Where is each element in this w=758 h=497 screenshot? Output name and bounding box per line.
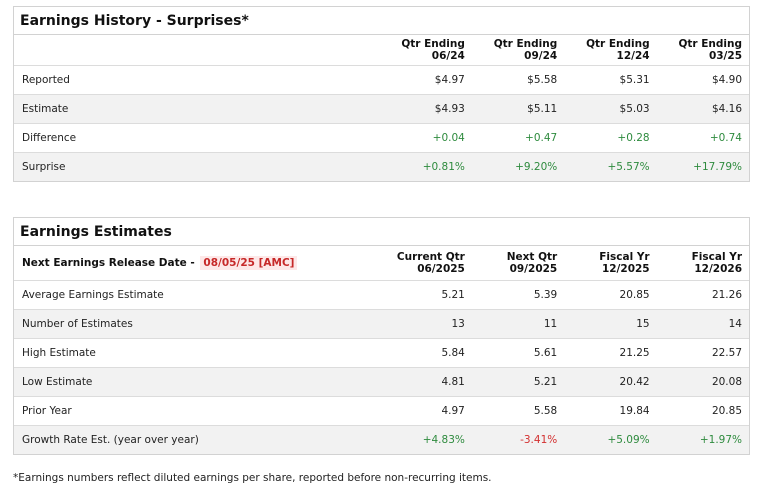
table-cell: 22.57 (656, 337, 749, 367)
column-header: Current Qtr 06/2025 (396, 250, 465, 275)
table-cell: +0.28 (564, 122, 657, 152)
table-row-estimate: Estimate $4.93 $5.11 $5.03 $4.16 (14, 93, 749, 123)
earnings-history-title: Earnings History - Surprises* (14, 7, 749, 35)
row-label: Difference (14, 122, 380, 152)
table-cell: $4.97 (379, 64, 472, 94)
table-cell: 5.84 (379, 337, 472, 367)
row-label: Estimate (14, 93, 380, 123)
column-header: Qtr Ending 09/24 (493, 37, 558, 62)
header-spacer (14, 35, 379, 65)
table-cell: 19.84 (564, 395, 657, 425)
release-date-badge: 08/05/25 [AMC] (200, 255, 298, 270)
table-row-high-estimate: High Estimate 5.84 5.61 21.25 22.57 (14, 337, 749, 367)
table-cell: +0.04 (379, 122, 472, 152)
table-cell: $5.58 (471, 64, 565, 94)
table-cell: +9.20% (471, 151, 565, 181)
column-header: Fiscal Yr 12/2025 (599, 250, 650, 275)
table-cell: 20.85 (564, 279, 657, 309)
table-row-reported: Reported $4.97 $5.58 $5.31 $4.90 (14, 64, 749, 94)
table-row-low-estimate: Low Estimate 4.81 5.21 20.42 20.08 (14, 366, 749, 396)
row-label: Reported (14, 64, 380, 94)
table-cell: 11 (471, 308, 565, 338)
row-label: Surprise (14, 151, 380, 181)
row-label: Growth Rate Est. (year over year) (14, 424, 380, 454)
table-cell: 5.58 (471, 395, 565, 425)
table-cell: $5.03 (564, 93, 657, 123)
table-cell: $4.16 (656, 93, 749, 123)
earnings-estimates-title: Earnings Estimates (14, 218, 749, 246)
table-cell: 20.08 (656, 366, 749, 396)
column-header: Next Qtr 09/2025 (506, 250, 558, 275)
table-row-average-estimate: Average Earnings Estimate 5.21 5.39 20.8… (14, 279, 749, 309)
table-row-surprise: Surprise +0.81% +9.20% +5.57% +17.79% (14, 151, 749, 181)
column-header: Fiscal Yr 12/2026 (691, 250, 742, 275)
table-cell: +5.57% (564, 151, 657, 181)
column-header: Qtr Ending 03/25 (678, 37, 742, 62)
earnings-history-panel: Earnings History - Surprises* Qtr Ending… (13, 6, 750, 182)
table-cell: 4.97 (379, 395, 472, 425)
table-cell: 4.81 (379, 366, 472, 396)
table-cell: +0.74 (656, 122, 749, 152)
row-label: Low Estimate (14, 366, 380, 396)
next-release-label: Next Earnings Release Date - (22, 256, 195, 269)
table-cell: 20.42 (564, 366, 657, 396)
table-cell: 15 (564, 308, 657, 338)
earnings-estimates-header-row: Next Earnings Release Date - 08/05/25 [A… (14, 246, 749, 280)
row-label: High Estimate (14, 337, 380, 367)
table-cell: $5.31 (564, 64, 657, 94)
next-release-date: Next Earnings Release Date - 08/05/25 [A… (14, 246, 379, 280)
table-row-growth-rate: Growth Rate Est. (year over year) +4.83%… (14, 424, 749, 454)
table-cell: +5.09% (564, 424, 657, 454)
row-label: Number of Estimates (14, 308, 380, 338)
earnings-estimates-table: Next Earnings Release Date - 08/05/25 [A… (14, 246, 749, 454)
column-header: Qtr Ending 06/24 (401, 37, 465, 62)
earnings-history-header-row: Qtr Ending 06/24 Qtr Ending 09/24 Qtr Endi… (14, 35, 749, 65)
table-row-difference: Difference +0.04 +0.47 +0.28 +0.74 (14, 122, 749, 152)
table-cell: +0.47 (471, 122, 565, 152)
table-cell: 13 (379, 308, 472, 338)
earnings-estimates-panel: Earnings Estimates Next Earnings Release… (13, 217, 750, 455)
footnote: *Earnings numbers reflect diluted earnin… (13, 472, 492, 484)
table-cell: +1.97% (656, 424, 749, 454)
row-label: Prior Year (14, 395, 380, 425)
table-cell: 20.85 (656, 395, 749, 425)
table-cell: 5.21 (471, 366, 565, 396)
table-cell: +4.83% (379, 424, 472, 454)
table-row-prior-year: Prior Year 4.97 5.58 19.84 20.85 (14, 395, 749, 425)
row-label: Average Earnings Estimate (14, 279, 380, 309)
table-cell: 14 (656, 308, 749, 338)
table-row-number-of-estimates: Number of Estimates 13 11 15 14 (14, 308, 749, 338)
table-cell: +17.79% (656, 151, 749, 181)
table-cell: -3.41% (471, 424, 565, 454)
table-cell: 21.25 (564, 337, 657, 367)
table-cell: 5.39 (471, 279, 565, 309)
table-cell: 5.21 (379, 279, 472, 309)
table-cell: $4.90 (656, 64, 749, 94)
table-cell: 21.26 (656, 279, 749, 309)
earnings-history-table: Qtr Ending 06/24 Qtr Ending 09/24 Qtr Endi… (14, 35, 749, 181)
table-cell: $5.11 (471, 93, 565, 123)
column-header: Qtr Ending 12/24 (586, 37, 650, 62)
table-cell: 5.61 (471, 337, 565, 367)
table-cell: $4.93 (379, 93, 472, 123)
table-cell: +0.81% (379, 151, 472, 181)
